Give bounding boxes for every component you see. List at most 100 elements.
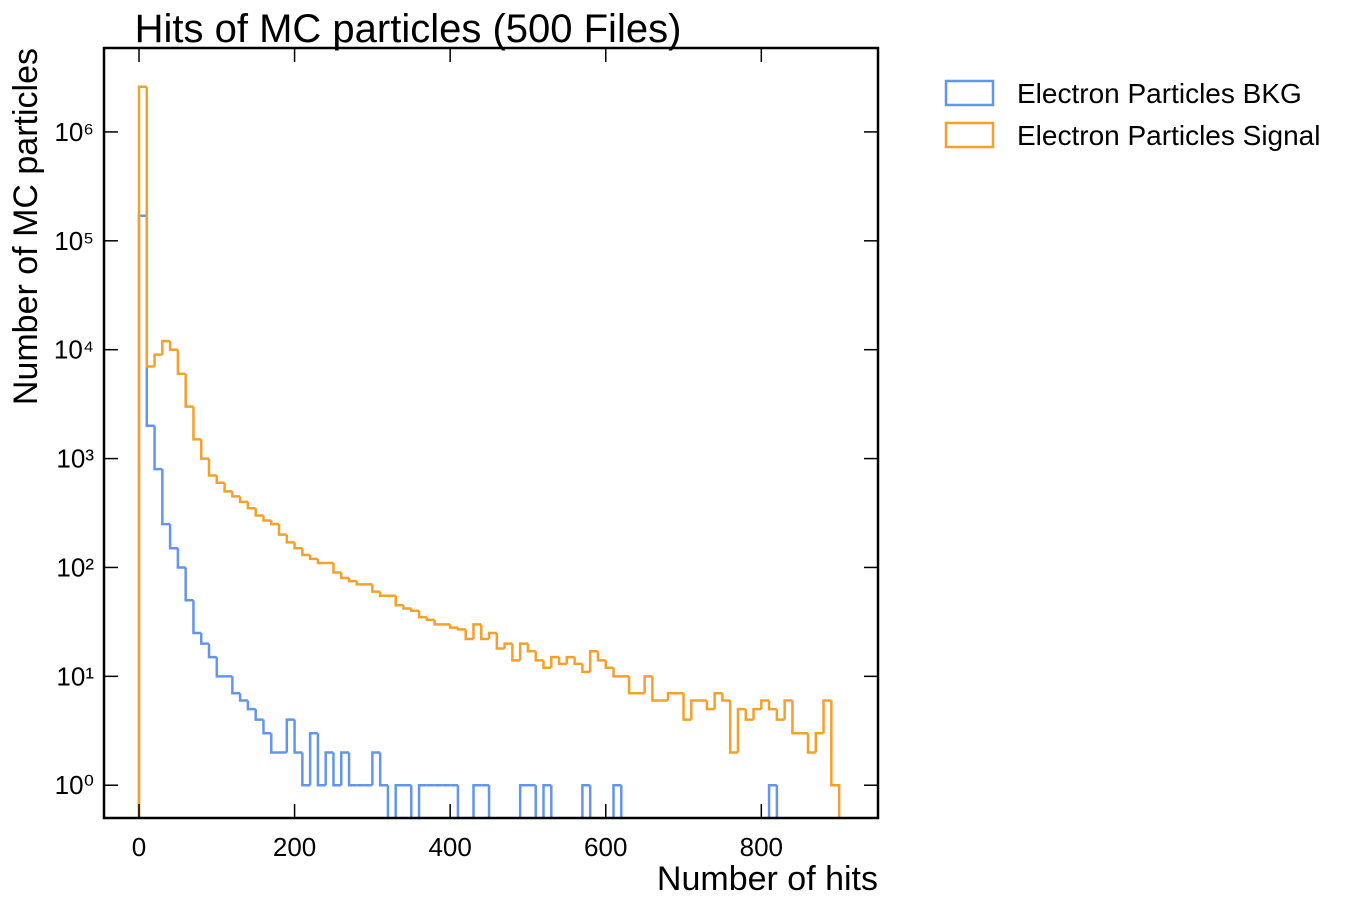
histogram-bin (293, 719, 303, 754)
histogram-bin (293, 542, 303, 550)
histogram-bin (246, 700, 256, 711)
plot-area (137, 85, 841, 818)
histogram-bin (550, 785, 553, 818)
histogram-bin (643, 675, 653, 694)
histogram-bin (184, 373, 194, 408)
histogram-bin (744, 709, 754, 721)
histogram-bin (721, 693, 731, 702)
histogram-bin (410, 608, 420, 613)
histogram-bin (269, 520, 280, 526)
histogram-bin (332, 752, 342, 787)
histogram-bin (425, 617, 435, 622)
y-tick-label: 10⁰ (55, 770, 94, 800)
histogram-bin (518, 642, 528, 661)
histogram-bin (269, 733, 280, 754)
histogram-bin (511, 643, 521, 662)
histogram-bin (690, 699, 700, 720)
histogram-bin (223, 482, 233, 493)
histogram-bin (487, 631, 497, 640)
histogram-bin (581, 663, 591, 674)
histogram-bin (760, 699, 770, 710)
legend-label: Electron Particles Signal (1017, 120, 1320, 151)
histogram-bin (573, 657, 583, 666)
histogram-bin (472, 623, 482, 640)
histogram-bin (791, 700, 801, 735)
histogram-bin (651, 676, 661, 702)
histogram-bin (775, 709, 785, 721)
histogram-bin (627, 676, 637, 695)
histogram-bin (604, 660, 614, 669)
y-tick-label: 10⁵ (54, 226, 94, 256)
histogram-bin (207, 643, 217, 659)
histogram-bin (472, 783, 482, 818)
histogram-bin (612, 783, 622, 818)
plot-frame (102, 46, 880, 820)
histogram-bin (161, 469, 171, 526)
histogram-bin (588, 650, 598, 672)
histogram-bin (565, 655, 575, 664)
histogram-bin (262, 719, 272, 735)
histogram-bin (332, 562, 342, 574)
histogram-bin (550, 655, 560, 668)
histogram-bin (215, 475, 225, 484)
histogram-bin (340, 751, 350, 786)
histogram-bin (285, 534, 295, 544)
histogram-bin (192, 600, 202, 635)
histogram-bin (752, 707, 762, 720)
histogram-bin (254, 508, 264, 517)
histogram-bin (301, 548, 311, 557)
histogram-bin (518, 783, 528, 818)
chart-title: Hits of MC particles (500 Files) (135, 7, 682, 51)
histogram-bin (713, 691, 723, 710)
histogram-bin (153, 353, 163, 367)
histogram-bin (184, 567, 194, 602)
histogram-bin (176, 349, 186, 376)
histogram-bin (612, 667, 622, 678)
y-tick-label: 10³ (56, 444, 94, 474)
histogram-bin (394, 783, 404, 818)
histogram-bin (456, 627, 466, 631)
x-tick-label: 800 (740, 832, 783, 862)
histogram-bin (199, 633, 210, 645)
histogram-bin (542, 660, 552, 669)
histogram-bin (145, 86, 155, 368)
legend-swatch (944, 79, 995, 107)
histogram-bin (394, 595, 404, 607)
histogram-bin (308, 732, 318, 786)
histogram-bin (806, 733, 816, 754)
histogram-bin (581, 783, 591, 818)
histogram-bin (168, 524, 178, 550)
histogram-bin (542, 783, 552, 818)
histogram-bin (355, 581, 365, 586)
histogram-bin (666, 691, 676, 701)
histogram-bin (378, 752, 388, 787)
x-tick-label: 400 (428, 832, 471, 862)
histogram-bin (262, 515, 272, 522)
x-tick-label: 0 (132, 832, 146, 862)
histogram-bin (557, 657, 567, 666)
histogram-bin (231, 676, 241, 695)
histogram-bin (534, 651, 544, 662)
histogram-bin (199, 439, 210, 460)
histogram-bin (526, 643, 536, 653)
histogram-bin (316, 558, 326, 565)
histogram-bin (285, 718, 295, 753)
legend-label: Electron Particles BKG (1017, 78, 1302, 109)
histogram-bin (176, 548, 186, 569)
histogram-bin (767, 783, 777, 818)
y-tick-label: 10¹ (56, 661, 94, 691)
histogram-bin (277, 524, 287, 536)
histogram-bin (767, 700, 777, 711)
histogram-bin (137, 85, 147, 818)
histogram-bin (238, 496, 248, 504)
legend-swatch (944, 121, 995, 149)
histogram-bin (153, 425, 163, 471)
histogram-bin (487, 785, 491, 818)
histogram-bin (783, 699, 793, 720)
histogram-bin (207, 458, 217, 477)
histogram-bin (192, 406, 202, 441)
histogram-bin (215, 657, 225, 678)
histogram-bin (682, 693, 692, 721)
histogram-bin (448, 624, 458, 629)
